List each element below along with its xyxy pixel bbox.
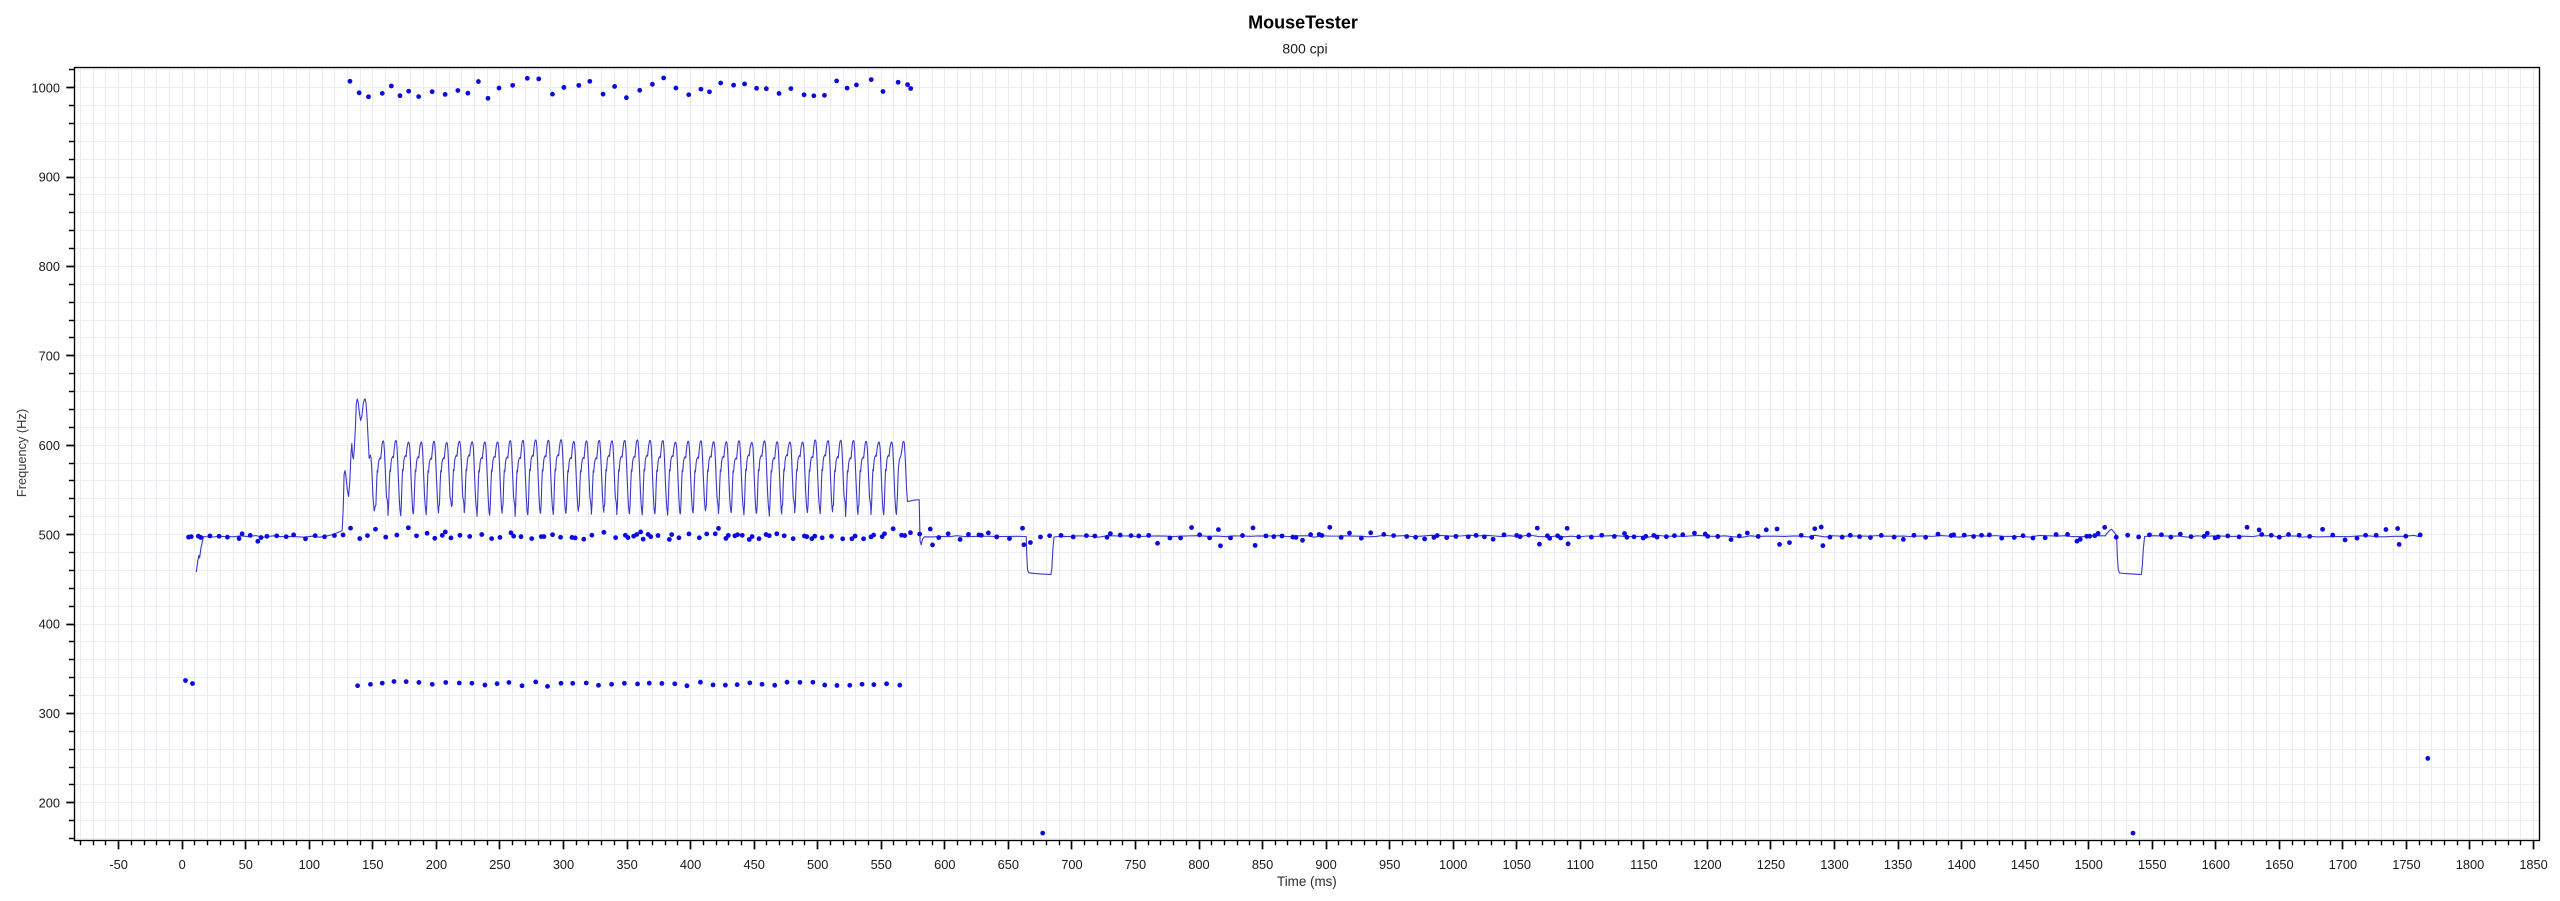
svg-text:100: 100 [299,857,320,872]
svg-text:Frequency (Hz): Frequency (Hz) [14,409,29,497]
svg-text:450: 450 [743,857,764,872]
svg-text:-50: -50 [109,857,128,872]
svg-text:1500: 1500 [2074,857,2102,872]
svg-text:500: 500 [807,857,828,872]
svg-text:1600: 1600 [2202,857,2230,872]
svg-text:600: 600 [934,857,955,872]
svg-text:950: 950 [1379,857,1400,872]
svg-text:1450: 1450 [2011,857,2039,872]
svg-text:550: 550 [871,857,892,872]
svg-text:750: 750 [1125,857,1146,872]
svg-text:700: 700 [39,348,60,363]
svg-text:1150: 1150 [1630,857,1658,872]
svg-text:1800: 1800 [2456,857,2484,872]
svg-text:350: 350 [616,857,637,872]
svg-text:900: 900 [1315,857,1336,872]
svg-text:1400: 1400 [1947,857,1975,872]
svg-text:0: 0 [179,857,186,872]
svg-text:MouseTester: MouseTester [1248,13,1358,33]
svg-text:50: 50 [239,857,253,872]
svg-text:650: 650 [998,857,1019,872]
svg-text:1000: 1000 [1439,857,1467,872]
svg-text:Time (ms): Time (ms) [1277,874,1337,889]
svg-text:800: 800 [39,259,60,274]
svg-text:300: 300 [39,706,60,721]
svg-text:400: 400 [680,857,701,872]
svg-text:400: 400 [39,617,60,632]
svg-text:1000: 1000 [32,80,60,95]
svg-text:1250: 1250 [1757,857,1785,872]
svg-text:200: 200 [39,795,60,810]
svg-text:900: 900 [39,170,60,185]
svg-text:600: 600 [39,438,60,453]
svg-text:1300: 1300 [1820,857,1848,872]
svg-text:500: 500 [39,527,60,542]
svg-text:1050: 1050 [1503,857,1531,872]
svg-text:150: 150 [362,857,383,872]
svg-text:850: 850 [1252,857,1273,872]
svg-text:1650: 1650 [2265,857,2293,872]
svg-text:700: 700 [1061,857,1082,872]
svg-text:250: 250 [489,857,510,872]
svg-text:1350: 1350 [1884,857,1912,872]
svg-text:1100: 1100 [1567,857,1595,872]
svg-text:800 cpi: 800 cpi [1282,41,1327,57]
svg-text:1200: 1200 [1693,857,1721,872]
svg-text:1700: 1700 [2329,857,2357,872]
svg-text:1550: 1550 [2138,857,2166,872]
svg-text:300: 300 [553,857,574,872]
svg-text:800: 800 [1188,857,1209,872]
svg-text:1750: 1750 [2392,857,2420,872]
svg-text:1850: 1850 [2519,857,2547,872]
svg-text:200: 200 [426,857,447,872]
